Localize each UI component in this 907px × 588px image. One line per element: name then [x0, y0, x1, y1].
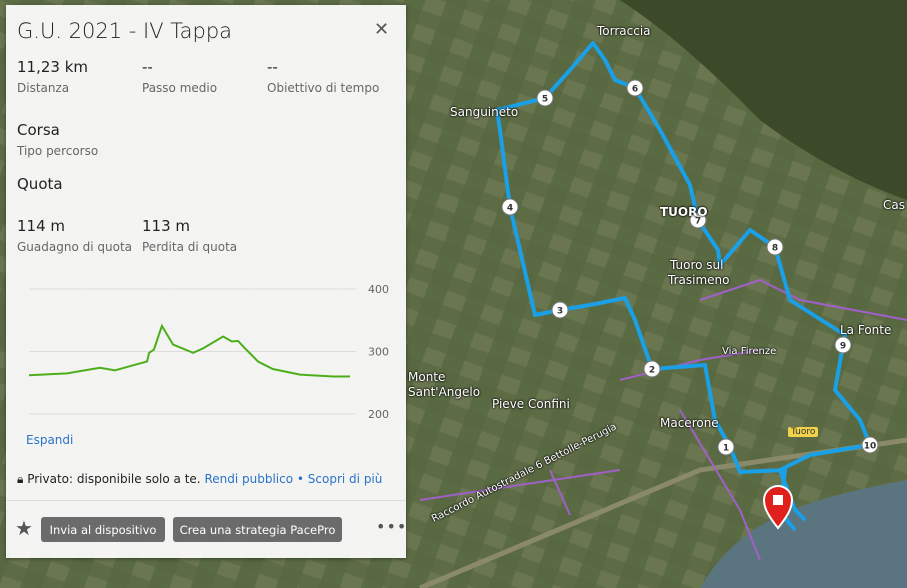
stat-label: Passo medio: [142, 81, 218, 95]
stat-value: --: [267, 58, 278, 76]
route-details-panel: G.U. 2021 - IV Tappa ✕ 11,23 km Distanza …: [6, 5, 406, 558]
elevation-heading: Quota: [17, 175, 63, 193]
y-tick-label: 300: [368, 346, 389, 359]
send-to-device-button[interactable]: Invia al dispositivo: [41, 517, 165, 542]
map-label-trasimeno: Trasimeno: [668, 273, 730, 287]
route-marker-9[interactable]: 9: [834, 336, 852, 354]
map-label-la-fonte: La Fonte: [840, 323, 892, 337]
stat-label: Perdita di quota: [142, 240, 238, 254]
route-marker-1[interactable]: 1: [717, 438, 735, 456]
route-marker-3[interactable]: 3: [551, 301, 569, 319]
svg-text:10: 10: [864, 442, 877, 452]
map-label-pieve-confini: Pieve Confini: [492, 397, 570, 411]
svg-text:4: 4: [507, 204, 513, 214]
svg-text:2: 2: [649, 366, 655, 376]
route-type-value: Corsa: [17, 121, 60, 139]
route-type: Corsa Tipo percorso: [17, 121, 98, 158]
y-tick-label: 400: [368, 283, 389, 296]
route-marker-6[interactable]: 6: [626, 79, 644, 97]
route-marker-7[interactable]: 7: [689, 211, 707, 229]
map-label-cas: Cas: [883, 198, 905, 212]
stat-value: 113 m: [142, 217, 191, 235]
map-label-via-firenze: Via Firenze: [722, 346, 777, 357]
star-icon[interactable]: ★: [15, 516, 33, 540]
map-label-sant-angelo: Sant'Angelo: [408, 385, 481, 399]
stat-value: 11,23 km: [17, 58, 89, 76]
route-marker-8[interactable]: 8: [766, 238, 784, 256]
close-icon[interactable]: ✕: [374, 19, 390, 40]
more-options-icon[interactable]: •••: [376, 517, 408, 536]
svg-text:9: 9: [840, 342, 846, 352]
stat-value: 114 m: [17, 217, 66, 235]
pacepro-button[interactable]: Crea una strategia PacePro: [173, 517, 342, 542]
route-line[interactable]: [495, 41, 872, 532]
map-label-sanguineto: Sanguineto: [450, 105, 519, 119]
map-label-torraccia: Torraccia: [597, 24, 651, 38]
road-badge: Tuoro: [788, 427, 819, 437]
stat-value: --: [142, 58, 153, 76]
stat-label: Guadagno di quota: [17, 240, 132, 254]
svg-text:7: 7: [695, 217, 701, 227]
svg-text:6: 6: [632, 85, 638, 95]
separator: •: [296, 472, 304, 486]
privacy-notice: 🔒︎ Privato: disponibile solo a te. Rendi…: [17, 472, 382, 487]
route-title: G.U. 2021 - IV Tappa: [17, 19, 233, 43]
route-marker-10[interactable]: 10: [861, 436, 879, 454]
elevation-chart: 400 300 200: [28, 283, 389, 421]
route-marker-2[interactable]: 2: [643, 360, 661, 378]
stat-distance: 11,23 km Distanza: [17, 58, 88, 95]
y-tick-label: 200: [368, 408, 389, 421]
stat-elevation-loss: 113 m Perdita di quota: [142, 217, 237, 254]
lock-icon: 🔒︎: [17, 472, 24, 486]
map-label-macerone: Macerone: [660, 416, 719, 430]
stat-time-goal: -- Obiettivo di tempo: [267, 58, 379, 95]
map-label-tuoro: TUORO: [660, 205, 708, 219]
elevation-line: [28, 323, 350, 378]
svg-text:8: 8: [772, 244, 778, 254]
route-type-label: Tipo percorso: [17, 144, 99, 158]
end-marker-icon[interactable]: [762, 485, 794, 530]
svg-text:3: 3: [557, 307, 563, 317]
stat-label: Distanza: [17, 81, 70, 95]
stat-elevation-gain: 114 m Guadagno di quota: [17, 217, 132, 254]
route-marker-4[interactable]: 4: [501, 198, 519, 216]
svg-text:1: 1: [723, 444, 729, 454]
route-marker-5[interactable]: 5: [536, 89, 554, 107]
learn-more-link[interactable]: Scopri di più: [307, 472, 383, 486]
map-label-monte: Monte: [408, 370, 446, 384]
divider: [6, 500, 406, 501]
stat-label: Obiettivo di tempo: [267, 81, 380, 95]
svg-text:5: 5: [542, 95, 548, 105]
expand-link[interactable]: Espandi: [26, 433, 74, 447]
privacy-text: Privato: disponibile solo a te.: [27, 472, 201, 486]
map-label-tuoro-sul: Tuoro sul: [670, 258, 724, 272]
make-public-link[interactable]: Rendi pubblico: [204, 472, 294, 486]
stat-pace: -- Passo medio: [142, 58, 217, 95]
